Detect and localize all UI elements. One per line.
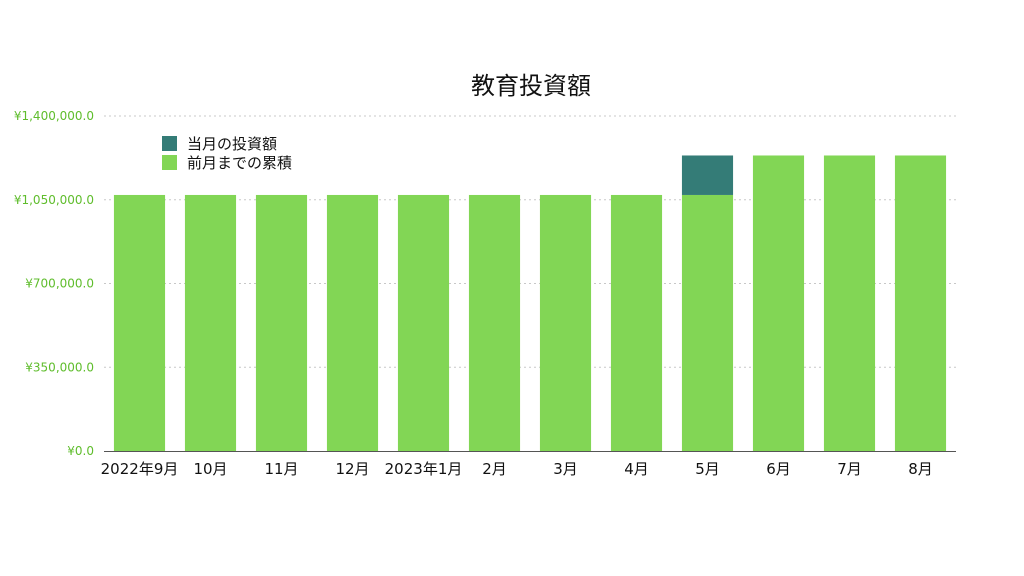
x-tick-label: 4月	[624, 460, 649, 478]
y-tick-label: ¥1,400,000.0	[14, 109, 94, 123]
legend-label-cumulative: 前月までの累積	[187, 154, 293, 172]
bar-cumulative	[539, 194, 592, 451]
bar-cumulative	[326, 194, 379, 451]
grid-lines	[104, 115, 956, 368]
x-tick-label: 8月	[908, 460, 933, 478]
bar-cumulative	[823, 155, 876, 451]
legend-swatch-monthly	[162, 136, 177, 151]
x-axis-ticks: 2022年9月 10月 11月 12月 2023年1月 2月 3月 4月 5月 6月 7月 8月	[101, 460, 933, 478]
bar-cumulative	[397, 194, 450, 451]
x-tick-label: 10月	[193, 460, 227, 478]
x-tick-label: 2023年1月	[385, 460, 463, 478]
bar-cumulative	[681, 194, 734, 451]
bar-cumulative	[894, 155, 947, 451]
bar-cumulative	[610, 194, 663, 451]
bar-cumulative	[113, 194, 166, 451]
x-tick-label: 3月	[553, 460, 578, 478]
x-tick-label: 7月	[837, 460, 862, 478]
chart-title: 教育投資額	[471, 72, 591, 100]
x-tick-label: 2月	[482, 460, 507, 478]
y-tick-label: ¥350,000.0	[25, 360, 94, 374]
legend-label-monthly: 当月の投資額	[187, 135, 278, 153]
y-tick-label: ¥1,050,000.0	[14, 193, 94, 207]
bar-cumulative	[468, 194, 521, 451]
y-tick-label: ¥700,000.0	[25, 277, 94, 291]
x-tick-label: 2022年9月	[101, 460, 179, 478]
bar-cumulative	[255, 194, 308, 451]
x-tick-label: 6月	[766, 460, 791, 478]
x-tick-label: 12月	[335, 460, 369, 478]
x-tick-label: 11月	[264, 460, 298, 478]
legend-item-cumulative: 前月までの累積	[162, 153, 292, 172]
legend-item-monthly: 当月の投資額	[162, 134, 292, 153]
y-tick-label: ¥0.0	[67, 444, 94, 458]
legend: 当月の投資額 前月までの累積	[162, 134, 292, 172]
legend-swatch-cumulative	[162, 155, 177, 170]
y-axis-ticks: ¥0.0 ¥350,000.0 ¥700,000.0 ¥1,050,000.0 ¥1,4…	[14, 109, 94, 458]
bars	[113, 155, 947, 451]
x-tick-label: 5月	[695, 460, 720, 478]
bar-cumulative	[184, 194, 237, 451]
bar-monthly	[681, 155, 734, 195]
bar-cumulative	[752, 155, 805, 451]
